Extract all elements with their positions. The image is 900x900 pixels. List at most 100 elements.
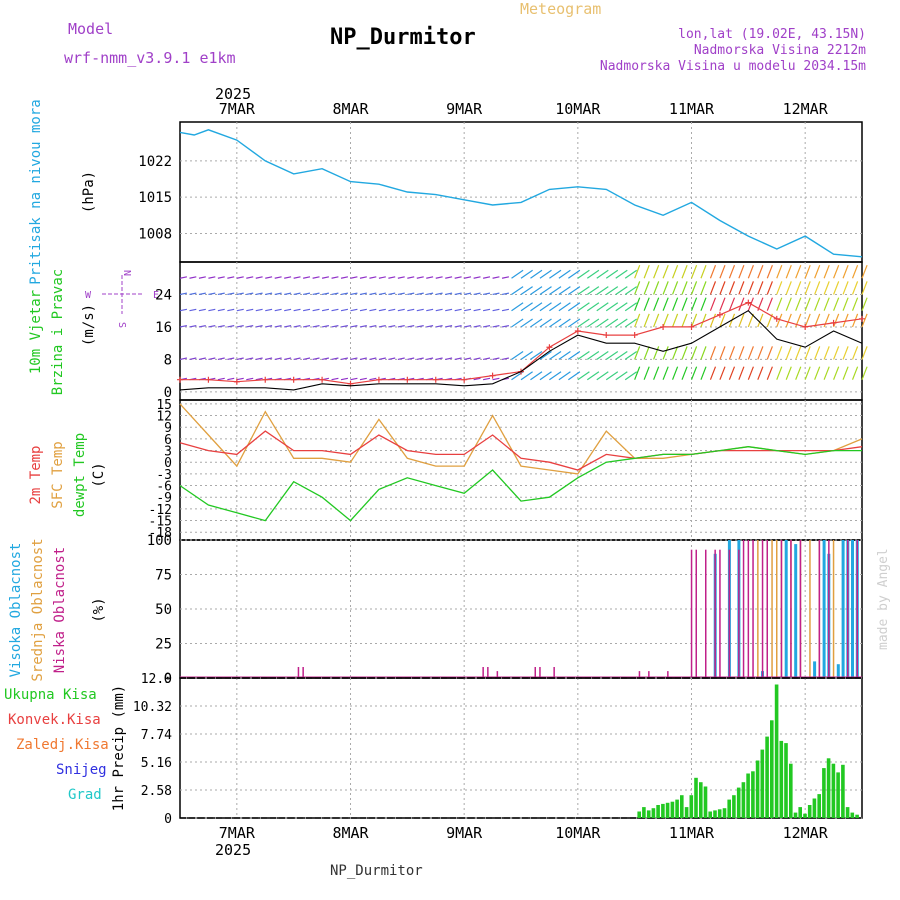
- wind-barb: [217, 357, 225, 360]
- temp-ylabel-1: 2m Temp: [28, 445, 44, 504]
- wind-barb: [804, 313, 811, 328]
- cloud-bar: [771, 540, 773, 678]
- wind-barb: [284, 357, 292, 360]
- wind-barb: [482, 357, 491, 360]
- wind-gust-point: [205, 376, 212, 383]
- precip-bar: [817, 794, 821, 818]
- wind-barb: [359, 325, 367, 328]
- wind-barb: [454, 325, 462, 328]
- wind-barb: [586, 302, 600, 312]
- wind-barb: [407, 325, 415, 328]
- wind-barb: [303, 292, 311, 296]
- wind-barb: [378, 276, 386, 279]
- wind-barb: [653, 346, 660, 360]
- wind-barb: [586, 351, 600, 360]
- wind-barb: [728, 281, 736, 295]
- wind-barb: [473, 292, 481, 296]
- wind-barb: [198, 357, 206, 360]
- wind-barb: [179, 292, 188, 296]
- cloud-bar: [761, 540, 764, 678]
- temp-2m-line: [179, 430, 863, 471]
- wind-barb: [520, 371, 533, 381]
- temp-unit: (C): [91, 462, 107, 487]
- wind-gust-point: [319, 376, 326, 383]
- precip-bar: [741, 782, 746, 818]
- precip-bar: [694, 777, 698, 818]
- wind-barb: [671, 264, 679, 279]
- wind-barb: [861, 281, 868, 295]
- wind-barb: [823, 313, 830, 328]
- precip-bar: [651, 808, 656, 818]
- cloud-bar: [752, 540, 754, 678]
- wind-barb: [785, 264, 792, 279]
- precip-bar: [770, 720, 774, 818]
- panel-temp-ytick-0: -18: [149, 526, 172, 541]
- wind-barb: [549, 351, 562, 360]
- wind-barb: [605, 302, 619, 312]
- precip-legend-frozen: Zaledj.Kisa: [16, 737, 109, 753]
- wind-barb: [340, 292, 349, 296]
- wind-ylabel-2: Brzina i Pravac: [50, 269, 66, 395]
- wind-barb: [227, 292, 235, 296]
- wind-barb: [407, 292, 415, 296]
- cloud-bar: [747, 540, 750, 678]
- top-x-label-4: 11MAR: [669, 100, 715, 118]
- wind-barb: [217, 308, 225, 312]
- wind-barb: [624, 351, 638, 360]
- wind-barb: [321, 325, 330, 328]
- precip-bar: [760, 749, 765, 818]
- cloud-bar: [780, 540, 783, 678]
- cloud-bar: [799, 540, 802, 678]
- wind-barb: [842, 366, 849, 380]
- precip-bar: [637, 811, 641, 818]
- wind-barb: [482, 325, 491, 328]
- wind-barb: [189, 292, 197, 296]
- precip-bar: [803, 813, 807, 818]
- wind-barb: [795, 366, 802, 380]
- wind-barb: [577, 351, 590, 360]
- panel-cloud-ytick-3: 75: [155, 568, 172, 584]
- wind-barb: [454, 308, 462, 312]
- wind-barb: [671, 281, 679, 295]
- temp-ylabel-3: dewpt Temp: [72, 433, 88, 517]
- wind-barb: [492, 308, 500, 312]
- precip-bar: [670, 801, 675, 818]
- wind-barb: [350, 357, 358, 360]
- wind-barb: [454, 276, 462, 279]
- wind-barb: [709, 281, 717, 295]
- cloud-bar: [794, 544, 798, 678]
- wind-barb: [227, 325, 235, 328]
- wind-barb: [690, 297, 698, 311]
- wind-barb: [284, 325, 292, 328]
- precip-bar: [680, 795, 684, 818]
- panel-temp-ytick-8: 6: [164, 433, 172, 448]
- cloud-bar: [841, 540, 845, 678]
- precip-bar: [831, 763, 836, 818]
- wind-barb: [577, 302, 590, 312]
- panel-cloud-ytick-1: 25: [155, 637, 172, 653]
- wind-gust-point: [773, 315, 780, 322]
- wind-barb: [388, 357, 396, 360]
- wind-barb: [539, 318, 552, 328]
- pressure-unit: (hPa): [81, 171, 97, 213]
- cloud-bar: [553, 667, 555, 678]
- wind-gust-point: [859, 315, 865, 322]
- precip-bar: [784, 743, 788, 818]
- precip-bar: [850, 812, 855, 818]
- wind-barb: [492, 357, 500, 360]
- wind-barb: [350, 325, 358, 328]
- wind-speed-line: [179, 310, 863, 391]
- wind-barb: [634, 264, 641, 279]
- wind-barb: [795, 264, 802, 279]
- panel-wind-ytick-3: 24: [155, 287, 172, 303]
- wind-barb: [255, 377, 263, 381]
- panel-wind-ytick-1: 8: [164, 352, 172, 368]
- wind-gust-point: [631, 332, 638, 339]
- wind-barb: [255, 357, 263, 360]
- wind-barb: [511, 286, 524, 295]
- wind-barb: [284, 308, 292, 312]
- precip-bar: [845, 807, 850, 818]
- wind-barb: [454, 357, 462, 360]
- precip-bar: [826, 758, 831, 818]
- wind-barb: [331, 308, 339, 312]
